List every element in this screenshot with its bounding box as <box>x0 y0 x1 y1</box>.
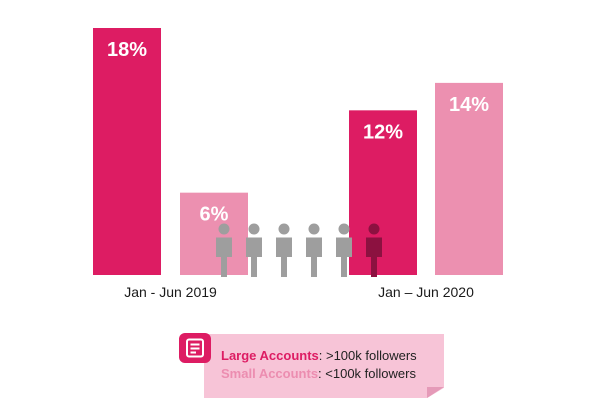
legend-desc-large: : >100k followers <box>318 348 417 363</box>
bar-small-1 <box>435 82 503 275</box>
data-label-small-1: 14% <box>449 94 489 116</box>
data-label-small-0: 6% <box>200 204 229 226</box>
person-icon <box>216 223 232 277</box>
legend-box <box>204 334 444 398</box>
legend-item-large: Large Accounts: >100k followers <box>221 348 417 363</box>
bar-large-0 <box>93 28 161 275</box>
bar-chart: 18% 12% 6% 14% Jan - Jun 2019 Jan – Jun 2020 <box>93 28 503 300</box>
legend-item-small: Small Accounts: <100k followers <box>221 366 416 381</box>
bar-small-0 <box>180 192 248 275</box>
category-label-0: Jan - Jun 2019 <box>124 284 217 300</box>
person-icon-highlighted <box>366 223 382 277</box>
person-icon <box>276 223 292 277</box>
category-label-1: Jan – Jun 2020 <box>378 284 474 300</box>
data-label-large-1: 12% <box>363 121 403 143</box>
legend-desc-small: : <100k followers <box>318 366 416 381</box>
legend-page-fold <box>427 387 444 398</box>
bar-large-1 <box>349 110 417 275</box>
legend-key-small: Small Accounts <box>221 366 319 381</box>
person-icon <box>336 223 352 277</box>
legend-key-large: Large Accounts <box>221 348 319 363</box>
person-icon <box>246 223 262 277</box>
data-label-large-0: 18% <box>107 39 147 61</box>
document-icon <box>179 333 211 363</box>
person-icon <box>306 223 322 277</box>
